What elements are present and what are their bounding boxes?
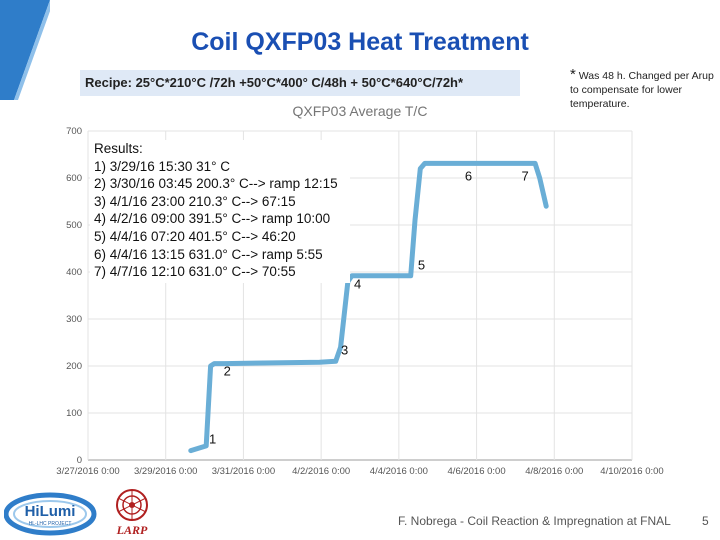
- results-heading: Results:: [94, 141, 143, 156]
- y-tick-label: 0: [77, 455, 82, 466]
- corner-decoration: [0, 0, 50, 100]
- results-item-5: 5) 4/4/16 07:20 401.5° C--> 46:20: [94, 228, 296, 244]
- y-tick-label: 300: [66, 314, 82, 325]
- x-tick-label: 4/4/2016 0:00: [370, 466, 428, 477]
- x-tick-label: 4/10/2016 0:00: [600, 466, 663, 477]
- results-item-2: 2) 3/30/16 03:45 200.3° C--> ramp 12:15: [94, 176, 338, 192]
- point-label: 6: [465, 168, 472, 183]
- point-label: 3: [341, 342, 348, 357]
- larp-logo-text: LARP: [116, 523, 148, 537]
- x-tick-label: 3/31/2016 0:00: [212, 466, 275, 477]
- x-tick-label: 3/27/2016 0:00: [56, 466, 119, 477]
- x-tick-label: 4/8/2016 0:00: [525, 466, 583, 477]
- page-number: 5: [702, 514, 709, 528]
- hilumi-logo-subtext: HL-LHC PROJECT: [29, 521, 72, 527]
- point-label: 7: [522, 168, 529, 183]
- y-tick-label: 700: [66, 126, 82, 137]
- hilumi-logo: HiLumi HL-LHC PROJECT: [4, 492, 97, 536]
- results-item-6: 6) 4/4/16 13:15 631.0° C--> ramp 5:55: [94, 246, 323, 262]
- results-item-4: 4) 4/2/16 09:00 391.5° C--> ramp 10:00: [94, 211, 331, 227]
- point-label: 4: [354, 276, 361, 291]
- results-item-1: 1) 3/29/16 15:30 31° C: [94, 158, 230, 174]
- chart-point-labels: 1 2 3 4 5 6 7: [209, 168, 529, 446]
- y-tick-label: 200: [66, 361, 82, 372]
- footer-text: F. Nobrega - Coil Reaction & Impregnatio…: [398, 514, 671, 528]
- chart-axes: 0 100 200 300 400 500 600 700 3/27/2016 0:00 3/29…: [56, 126, 663, 477]
- recipe-note: * Was 48 h. Changed per Arup to compensa…: [570, 66, 715, 111]
- note-text: Was 48 h. Changed per Arup to compensate…: [570, 70, 714, 110]
- point-label: 5: [418, 258, 425, 273]
- slide-title: Coil QXFP03 Heat Treatment: [191, 28, 529, 56]
- point-label: 2: [224, 363, 231, 378]
- results-annotation: Results: 1) 3/29/16 15:30 31° C 2) 3/30/…: [90, 140, 350, 283]
- y-tick-label: 100: [66, 408, 82, 419]
- hilumi-logo-text: HiLumi: [25, 503, 76, 520]
- point-label: 1: [209, 432, 216, 447]
- results-item-7: 7) 4/7/16 12:10 631.0° C--> 70:55: [94, 264, 296, 280]
- y-tick-label: 600: [66, 173, 82, 184]
- larp-logo: LARP: [116, 489, 148, 537]
- x-tick-label: 3/29/2016 0:00: [134, 466, 197, 477]
- recipe-banner: Recipe: 25°C*210°C /72h +50°C*400° C/48h…: [80, 70, 520, 96]
- results-item-3: 3) 4/1/16 23:00 210.3° C--> 67:15: [94, 193, 296, 209]
- x-tick-label: 4/6/2016 0:00: [448, 466, 506, 477]
- y-tick-label: 400: [66, 267, 82, 278]
- chart-title: QXFP03 Average T/C: [293, 103, 428, 119]
- note-asterisk: *: [570, 66, 576, 83]
- y-tick-label: 500: [66, 220, 82, 231]
- x-tick-label: 4/2/2016 0:00: [292, 466, 350, 477]
